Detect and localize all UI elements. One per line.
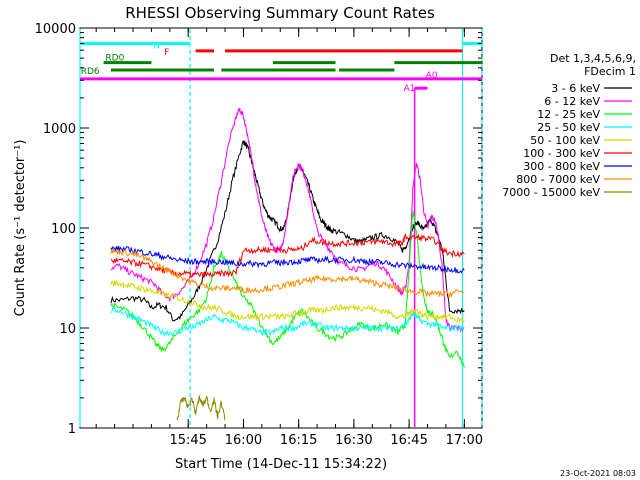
series-line-7 xyxy=(110,247,465,299)
series-line-3 xyxy=(110,306,465,338)
x-axis: 15:45 16:00 16:15 16:30 16:45 17:00 xyxy=(95,28,483,448)
y-axis: 1 10 100 1000 10000 xyxy=(35,22,482,437)
legend-label-2: 12 - 25 keV xyxy=(537,108,600,121)
annotation-f: F xyxy=(164,48,169,58)
legend-label-3: 25 - 50 keV xyxy=(537,121,600,134)
x-axis-label: Start Time (14-Dec-11 15:34:22) xyxy=(175,457,387,472)
y-tick-label-2: 100 xyxy=(51,222,76,237)
legend-label-7: 800 - 7000 keV xyxy=(516,173,600,186)
annotation-rd6: RD6 xyxy=(81,67,100,77)
chart-title: RHESSI Observing Summary Count Rates xyxy=(125,4,435,22)
series-line-6 xyxy=(110,245,465,274)
legend-label-0: 3 - 6 keV xyxy=(551,82,600,95)
x-tick-label-3: 16:30 xyxy=(335,433,372,448)
x-tick-label-5: 17:00 xyxy=(446,433,483,448)
series-line-5 xyxy=(110,233,465,278)
legend-header-1: FDecim 1 xyxy=(584,65,636,78)
x-tick-label-4: 16:45 xyxy=(390,433,427,448)
annotation-a0: A0 xyxy=(426,71,438,81)
series-line-2 xyxy=(110,210,465,368)
annotation-n: N xyxy=(153,41,160,51)
y-tick-label-4: 10000 xyxy=(35,22,76,37)
y-axis-label: Count Rate (s⁻¹ detector⁻¹) xyxy=(13,140,28,317)
series-line-1 xyxy=(110,107,465,333)
legend-header-0: Det 1,3,4,5,6,9, xyxy=(550,52,636,65)
annotations: NF RD0 RD6 A1 A0 xyxy=(81,41,438,94)
series-line-8 xyxy=(176,395,226,421)
annotation-a1: A1 xyxy=(404,84,416,94)
legend-label-8: 7000 - 15000 keV xyxy=(502,186,600,199)
x-tick-label-2: 16:15 xyxy=(280,433,317,448)
legend-label-4: 50 - 100 keV xyxy=(530,134,600,147)
series-line-4 xyxy=(110,279,465,324)
legend-label-5: 100 - 300 keV xyxy=(523,147,600,160)
y-tick-label-1: 10 xyxy=(59,322,76,337)
annotation-rd0: RD0 xyxy=(105,54,124,64)
series-group xyxy=(110,107,465,421)
state-bars xyxy=(80,41,482,427)
footer-timestamp: 23-Oct-2021 08:03 xyxy=(560,469,636,478)
legend-label-1: 6 - 12 keV xyxy=(544,95,600,108)
y-tick-label-0: 1 xyxy=(68,422,76,437)
x-tick-label-1: 16:00 xyxy=(225,433,262,448)
x-tick-label-0: 15:45 xyxy=(169,433,206,448)
y-tick-label-3: 1000 xyxy=(43,122,76,137)
legend-label-6: 300 - 800 keV xyxy=(523,160,600,173)
